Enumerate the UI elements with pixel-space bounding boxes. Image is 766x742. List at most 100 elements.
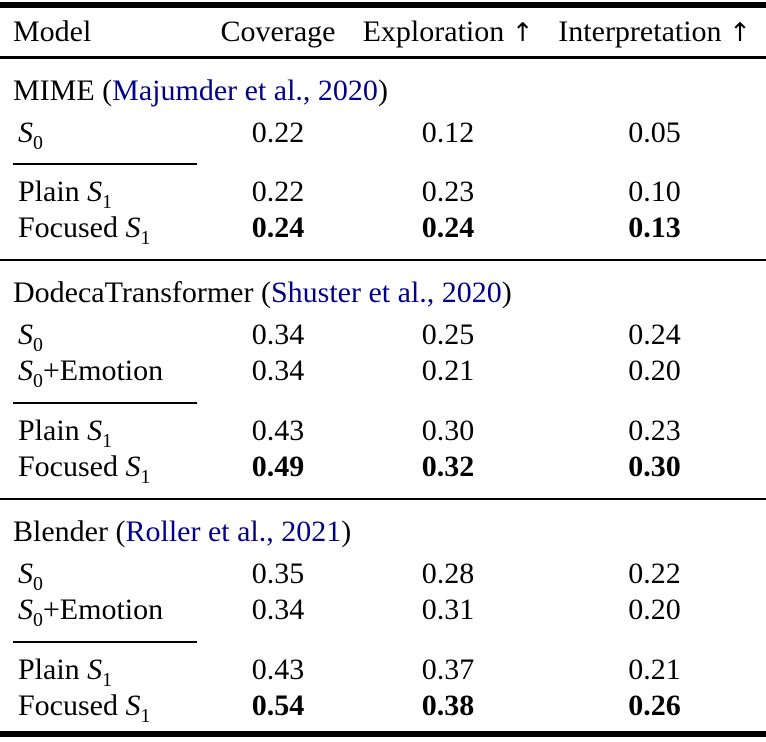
metric-value: 0.22: [251, 175, 305, 208]
metric-value: 0.20: [628, 354, 681, 387]
metric-value: 0.10: [628, 175, 681, 208]
table-row: S0 0.35 0.28 0.22: [0, 556, 766, 594]
metric-value: 0.49: [251, 450, 305, 483]
metric-value: 0.34: [251, 354, 305, 387]
math-var: S: [18, 593, 33, 626]
math-var: S: [87, 653, 103, 686]
section-title-dodecatransformer: DodecaTransformer (Shuster et al., 2020): [0, 274, 766, 311]
row-label: S0: [13, 557, 203, 594]
table-row: Plain S1 0.43 0.30 0.23: [0, 413, 766, 451]
section-title-text: Blender (: [13, 514, 126, 548]
metric-value: 0.43: [251, 414, 305, 447]
metric-value: 0.26: [628, 689, 681, 722]
math-subscript: 1: [102, 191, 113, 213]
table-row: Focused S1 0.49 0.32 0.30: [0, 449, 766, 487]
math-var: S: [18, 354, 33, 387]
metric-value: 0.34: [251, 593, 305, 626]
label-text: Focused: [18, 689, 126, 722]
math-var: S: [18, 116, 33, 149]
math-subscript: 1: [140, 227, 151, 249]
metric-value: 0.37: [421, 653, 475, 686]
math-var: S: [18, 318, 33, 351]
label-text: Plain: [18, 175, 88, 208]
metric-value: 0.20: [628, 593, 681, 626]
math-subscript: 1: [140, 705, 151, 727]
section-divider-rule: [0, 259, 766, 261]
header-label: Exploration: [362, 15, 505, 48]
table-row: S0 0.34 0.25 0.24: [0, 317, 766, 355]
math-subscript: 0: [33, 573, 43, 595]
metric-value: 0.38: [421, 689, 475, 722]
metric-value: 0.43: [251, 653, 305, 686]
section-divider-rule: [0, 498, 766, 500]
metric-value: 0.34: [251, 318, 305, 351]
math-subscript: 1: [140, 466, 151, 488]
math-var: S: [18, 557, 33, 590]
header-cell-model: Model: [13, 15, 92, 48]
math-var: S: [125, 450, 141, 483]
table-row: S0 0.22 0.12 0.05: [0, 115, 766, 153]
metric-value: 0.23: [421, 175, 475, 208]
table-row: Plain S1 0.22 0.23 0.10: [0, 174, 766, 212]
metric-value: 0.23: [628, 414, 681, 447]
section-title-text: DodecaTransformer (: [13, 275, 271, 309]
section-title-text: ): [377, 73, 388, 107]
math-var: S: [87, 414, 103, 447]
math-subscript: 1: [102, 430, 113, 452]
math-var: S: [125, 689, 141, 722]
header-cell-coverage: Coverage: [220, 15, 336, 48]
math-subscript: 0: [33, 609, 43, 631]
math-subscript: 0: [33, 334, 43, 356]
metric-value: 0.25: [421, 318, 475, 351]
metric-value: 0.24: [251, 211, 305, 244]
metric-value: 0.05: [628, 116, 681, 149]
metric-value: 0.30: [421, 414, 475, 447]
section-title-blender: Blender (Roller et al., 2021): [0, 513, 766, 550]
table-row: Focused S1 0.24 0.24 0.13: [0, 210, 766, 249]
row-label: Plain S1: [13, 653, 203, 690]
label-text: Plain: [18, 653, 88, 686]
group-divider-rule: [13, 163, 197, 165]
math-var: S: [125, 211, 141, 244]
row-label: Focused S1: [13, 689, 203, 726]
metric-value: 0.30: [628, 450, 681, 483]
row-label: S0: [13, 116, 203, 153]
row-label: S0+Emotion: [13, 354, 203, 391]
section-title-text: ): [501, 275, 512, 309]
row-label: S0+Emotion: [13, 593, 203, 630]
metric-value: 0.31: [421, 593, 475, 626]
metric-value: 0.12: [421, 116, 475, 149]
label-text: Focused: [18, 211, 126, 244]
math-subscript: 1: [102, 669, 113, 691]
metric-value: 0.22: [251, 116, 305, 149]
metric-value: 0.24: [628, 318, 681, 351]
table-row: Plain S1 0.43 0.37 0.21: [0, 652, 766, 690]
up-arrow-icon: ↑: [511, 18, 534, 48]
section-title-text: ): [341, 514, 352, 548]
label-text: +Emotion: [42, 354, 164, 387]
label-text: +Emotion: [42, 593, 164, 626]
table-row: S0+Emotion 0.34 0.31 0.20: [0, 592, 766, 630]
group-divider-rule: [13, 641, 197, 643]
citation-link[interactable]: Shuster et al., 2020: [270, 275, 502, 309]
up-arrow-icon: ↑: [729, 18, 751, 48]
header-separator-rule: [0, 56, 766, 59]
table-header-row: Model Coverage Exploration ↑ Interpretat…: [0, 8, 766, 56]
math-subscript: 0: [33, 370, 43, 392]
row-label: Plain S1: [13, 414, 203, 451]
table-row: Focused S1 0.54 0.38 0.26: [0, 688, 766, 726]
metric-value: 0.24: [421, 211, 475, 244]
metric-value: 0.54: [251, 689, 305, 722]
math-var: S: [87, 175, 103, 208]
row-label: Focused S1: [13, 450, 203, 487]
table-bottom-rule: [0, 731, 766, 737]
row-label: Plain S1: [13, 175, 203, 212]
citation-link[interactable]: Majumder et al., 2020: [112, 73, 378, 107]
metric-value: 0.21: [628, 653, 681, 686]
header-label: Interpretation: [558, 15, 722, 48]
metric-value: 0.13: [628, 211, 681, 244]
group-divider-rule: [13, 402, 197, 404]
row-label: S0: [13, 318, 203, 355]
citation-link[interactable]: Roller et al., 2021: [125, 514, 342, 548]
